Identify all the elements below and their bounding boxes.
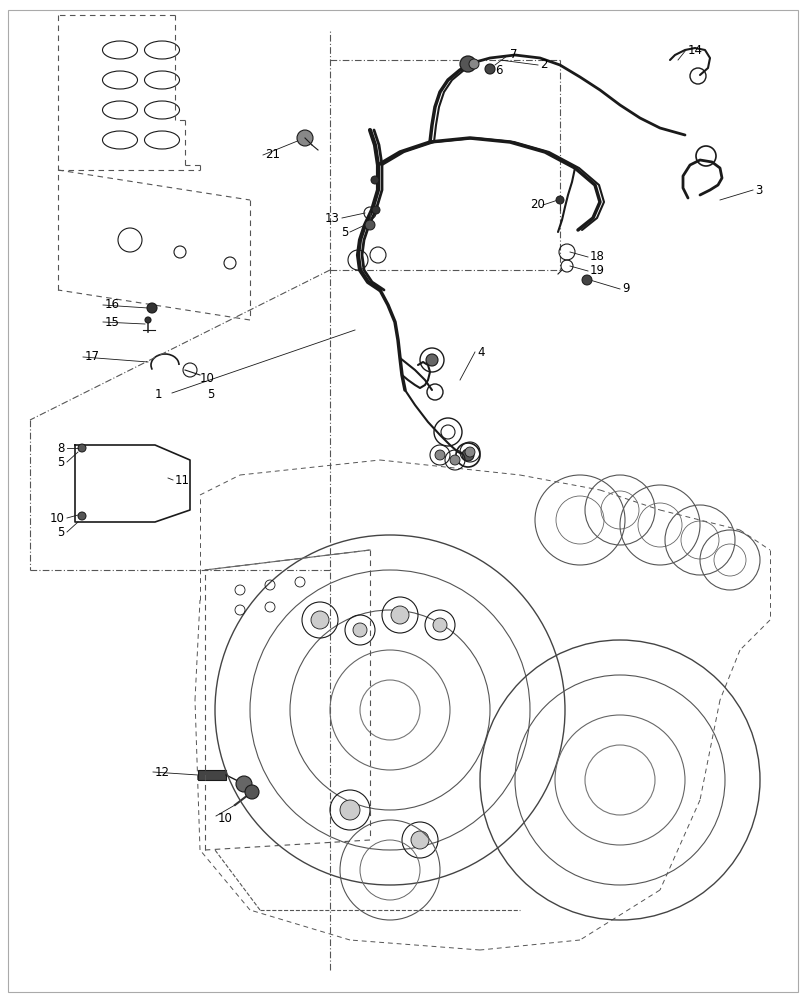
Text: 12: 12	[155, 766, 170, 778]
Text: 1: 1	[155, 388, 162, 401]
Circle shape	[365, 220, 375, 230]
Text: 16: 16	[105, 298, 120, 312]
Text: 13: 13	[325, 212, 340, 225]
Circle shape	[147, 303, 157, 313]
Text: 10: 10	[200, 371, 215, 384]
Circle shape	[311, 611, 329, 629]
Text: 10: 10	[50, 512, 65, 524]
Circle shape	[460, 56, 476, 72]
Text: 5: 5	[57, 456, 65, 468]
Circle shape	[372, 206, 380, 214]
Circle shape	[371, 176, 379, 184]
Text: 6: 6	[495, 64, 503, 78]
Circle shape	[78, 512, 86, 520]
Text: 21: 21	[265, 148, 280, 161]
Circle shape	[435, 450, 445, 460]
Circle shape	[582, 275, 592, 285]
Circle shape	[485, 64, 495, 74]
Text: 17: 17	[85, 351, 100, 363]
Text: 19: 19	[590, 264, 605, 277]
Text: 9: 9	[622, 282, 629, 296]
Text: 18: 18	[590, 250, 605, 263]
Text: 8: 8	[57, 442, 65, 454]
Circle shape	[297, 130, 313, 146]
Circle shape	[340, 800, 360, 820]
Circle shape	[236, 776, 252, 792]
Circle shape	[450, 455, 460, 465]
Text: 5: 5	[207, 387, 214, 400]
Text: 11: 11	[175, 474, 190, 487]
Circle shape	[353, 623, 367, 637]
Circle shape	[145, 317, 151, 323]
Circle shape	[391, 606, 409, 624]
Circle shape	[426, 354, 438, 366]
Circle shape	[245, 785, 259, 799]
Text: 14: 14	[688, 43, 703, 56]
Circle shape	[465, 447, 475, 457]
Text: 5: 5	[57, 526, 65, 538]
Text: 7: 7	[510, 48, 517, 62]
Circle shape	[433, 618, 447, 632]
Circle shape	[462, 449, 474, 461]
Text: 20: 20	[530, 198, 545, 212]
Text: 10: 10	[218, 812, 233, 824]
Circle shape	[78, 444, 86, 452]
Text: 5: 5	[341, 226, 348, 238]
Text: 4: 4	[477, 346, 485, 359]
Text: 2: 2	[540, 58, 548, 72]
Circle shape	[411, 831, 429, 849]
Text: 3: 3	[755, 184, 763, 196]
Circle shape	[469, 59, 479, 69]
Circle shape	[556, 196, 564, 204]
Bar	[198, 770, 226, 780]
Text: 15: 15	[105, 316, 120, 328]
